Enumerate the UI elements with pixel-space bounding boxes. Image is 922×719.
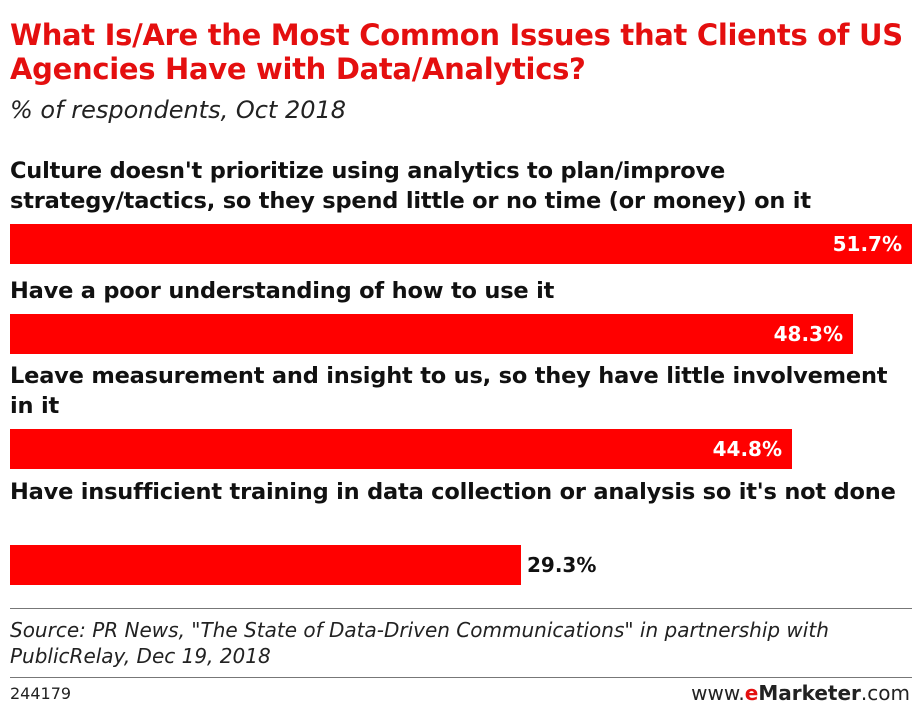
- brand-suffix: .com: [860, 681, 910, 705]
- brand-prefix: www.: [691, 681, 745, 705]
- bar-value-label: 51.7%: [832, 232, 902, 256]
- footer-divider-bottom: [10, 677, 912, 678]
- bar-value-label: 44.8%: [712, 437, 782, 461]
- emarketer-logo[interactable]: www.eMarketer.com: [691, 681, 910, 705]
- category-label: Have a poor understanding of how to use …: [10, 278, 555, 304]
- category-label: Have insufficient training in data colle…: [10, 479, 896, 505]
- footer-divider: [10, 608, 912, 609]
- source-note: Source: PR News, "The State of Data-Driv…: [10, 618, 829, 668]
- brand-marketer: Marketer: [758, 681, 861, 705]
- bar: [10, 545, 521, 585]
- bar-value-label: 29.3%: [527, 553, 597, 577]
- bar: [10, 429, 792, 469]
- brand-e: e: [744, 681, 759, 705]
- category-label: Leave measurement and insight to us, so …: [10, 363, 888, 419]
- chart-subtitle: % of respondents, Oct 2018: [10, 96, 347, 124]
- bar: [10, 314, 853, 354]
- chart-title: What Is/Are the Most Common Issues that …: [10, 18, 903, 86]
- category-label: Culture doesn't prioritize using analyti…: [10, 158, 811, 214]
- chart-id: 244179: [10, 684, 72, 703]
- bar-value-label: 48.3%: [773, 322, 843, 346]
- bar: [10, 224, 912, 264]
